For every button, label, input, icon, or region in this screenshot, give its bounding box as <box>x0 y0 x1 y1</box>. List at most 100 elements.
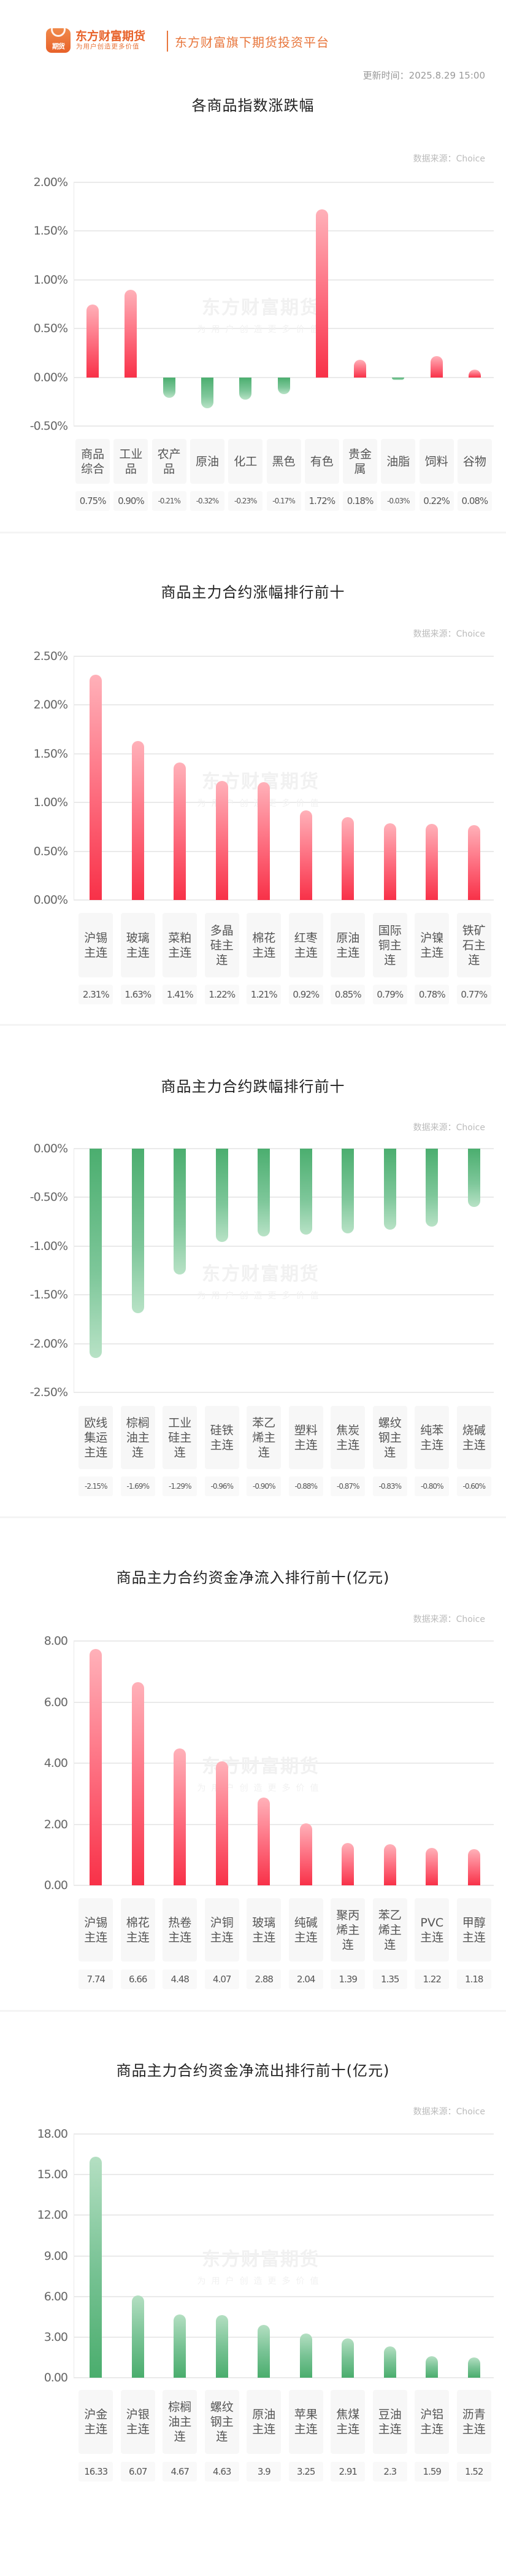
value-label: 1.63% <box>120 985 155 1004</box>
bar-3[interactable] <box>174 2314 186 2378</box>
bar-1[interactable] <box>86 304 99 378</box>
value-label: 3.9 <box>247 2462 282 2481</box>
category-label: 烧碱主连 <box>456 1406 491 1469</box>
bar-3[interactable] <box>174 762 186 900</box>
category-label: 沪铝主连 <box>415 2390 450 2454</box>
bar-6[interactable] <box>299 810 312 900</box>
bar-9[interactable] <box>392 377 405 381</box>
bar-7[interactable] <box>342 2338 355 2378</box>
category-label: 谷物 <box>457 439 492 484</box>
category-label: 螺纹钢主连 <box>372 1406 407 1469</box>
category-label: 农产品 <box>151 439 186 484</box>
gridline <box>74 1763 494 1764</box>
y-axis-tick-label: 0.50% <box>33 844 68 858</box>
bar-5[interactable] <box>258 782 270 900</box>
bar-2[interactable] <box>131 1682 144 1885</box>
bar-2[interactable] <box>131 2295 144 2378</box>
bar-6[interactable] <box>299 2334 312 2378</box>
bar-1[interactable] <box>90 2156 102 2378</box>
category-label: 欧线集运主连 <box>79 1406 113 1469</box>
gridline <box>74 1885 494 1886</box>
value-label: 6.07 <box>120 2462 155 2481</box>
bar-5[interactable] <box>258 1797 270 1885</box>
bar-10[interactable] <box>467 1849 480 1885</box>
bar-11[interactable] <box>468 369 481 378</box>
bar-7[interactable] <box>342 817 355 900</box>
bar-10[interactable] <box>430 355 443 378</box>
bar-7[interactable] <box>315 209 328 378</box>
bar-1[interactable] <box>90 675 102 900</box>
gridline <box>74 1197 494 1198</box>
value-label: -0.83% <box>372 1476 407 1496</box>
value-label: -0.87% <box>331 1476 366 1496</box>
gridline <box>74 328 494 330</box>
bar-8[interactable] <box>354 360 367 378</box>
bar-6[interactable] <box>299 1823 312 1885</box>
gridline <box>74 279 494 281</box>
bar-7[interactable] <box>342 1149 355 1234</box>
value-label: 0.79% <box>372 985 407 1004</box>
bar-5[interactable] <box>258 2325 270 2378</box>
bar-5[interactable] <box>258 1149 270 1236</box>
y-axis-tick-label: 1.50% <box>33 747 68 761</box>
watermark-main: 东方财富期货 <box>202 297 320 319</box>
bar-10[interactable] <box>467 2357 480 2378</box>
bar-2[interactable] <box>131 1149 144 1314</box>
value-label: 2.31% <box>79 985 113 1004</box>
category-label: 纯苯主连 <box>415 1406 450 1469</box>
bar-9[interactable] <box>426 824 439 900</box>
bar-8[interactable] <box>383 823 396 900</box>
bar-3[interactable] <box>163 377 175 398</box>
bar-4[interactable] <box>215 781 228 900</box>
bar-3[interactable] <box>174 1748 186 1885</box>
value-label: 4.07 <box>204 1969 239 1989</box>
bar-4[interactable] <box>201 377 213 409</box>
bar-4[interactable] <box>215 2315 228 2378</box>
bar-6[interactable] <box>277 377 290 394</box>
value-label: -1.69% <box>120 1476 155 1496</box>
category-label: 铁矿石主连 <box>456 913 491 977</box>
bar-6[interactable] <box>299 1149 312 1235</box>
bar-10[interactable] <box>467 824 480 900</box>
y-axis-tick-label: 6.00 <box>44 2289 68 2303</box>
bar-9[interactable] <box>426 2356 439 2378</box>
category-label: 有色 <box>304 439 339 484</box>
bar-9[interactable] <box>426 1149 439 1227</box>
bar-7[interactable] <box>342 1842 355 1885</box>
category-label: 棉花主连 <box>120 1898 155 1961</box>
bar-5[interactable] <box>239 377 252 400</box>
value-label: 4.48 <box>163 1969 197 1989</box>
brand-separator <box>167 31 168 52</box>
bar-1[interactable] <box>90 1149 102 1359</box>
value-label: 3.25 <box>288 2462 323 2481</box>
bar-8[interactable] <box>383 2346 396 2378</box>
value-label: 1.22% <box>204 985 239 1004</box>
bar-2[interactable] <box>125 289 137 378</box>
category-label: 棕榈油主连 <box>120 1406 155 1469</box>
category-label: 沪铜主连 <box>204 1898 239 1961</box>
gridline <box>74 1148 494 1149</box>
bar-10[interactable] <box>467 1149 480 1208</box>
category-label: 工业品 <box>113 439 148 484</box>
value-label: 0.75% <box>75 491 110 511</box>
bar-8[interactable] <box>383 1149 396 1230</box>
gridline <box>74 2214 494 2216</box>
bar-4[interactable] <box>215 1149 228 1243</box>
bar-1[interactable] <box>90 1648 102 1885</box>
value-label: 6.66 <box>120 1969 155 1989</box>
category-label: 黑色 <box>266 439 301 484</box>
update-time: 更新时间：2025.8.29 15:00 <box>362 70 485 81</box>
bar-9[interactable] <box>426 1848 439 1885</box>
bar-2[interactable] <box>131 741 144 900</box>
category-label: 玻璃主连 <box>247 1898 282 1961</box>
watermark: 东方财富期货为用户创造更多价值 <box>187 1751 334 1794</box>
bar-8[interactable] <box>383 1844 396 1885</box>
bar-4[interactable] <box>215 1761 228 1885</box>
y-axis-tick-label: 8.00 <box>44 1634 68 1648</box>
gridline <box>74 1823 494 1825</box>
bar-3[interactable] <box>174 1149 186 1274</box>
gridline <box>74 2174 494 2176</box>
y-axis-tick-label: 18.00 <box>37 2127 68 2141</box>
y-axis-tick-label: 0.00 <box>44 1879 68 1892</box>
category-label: 沪锡主连 <box>79 913 113 977</box>
